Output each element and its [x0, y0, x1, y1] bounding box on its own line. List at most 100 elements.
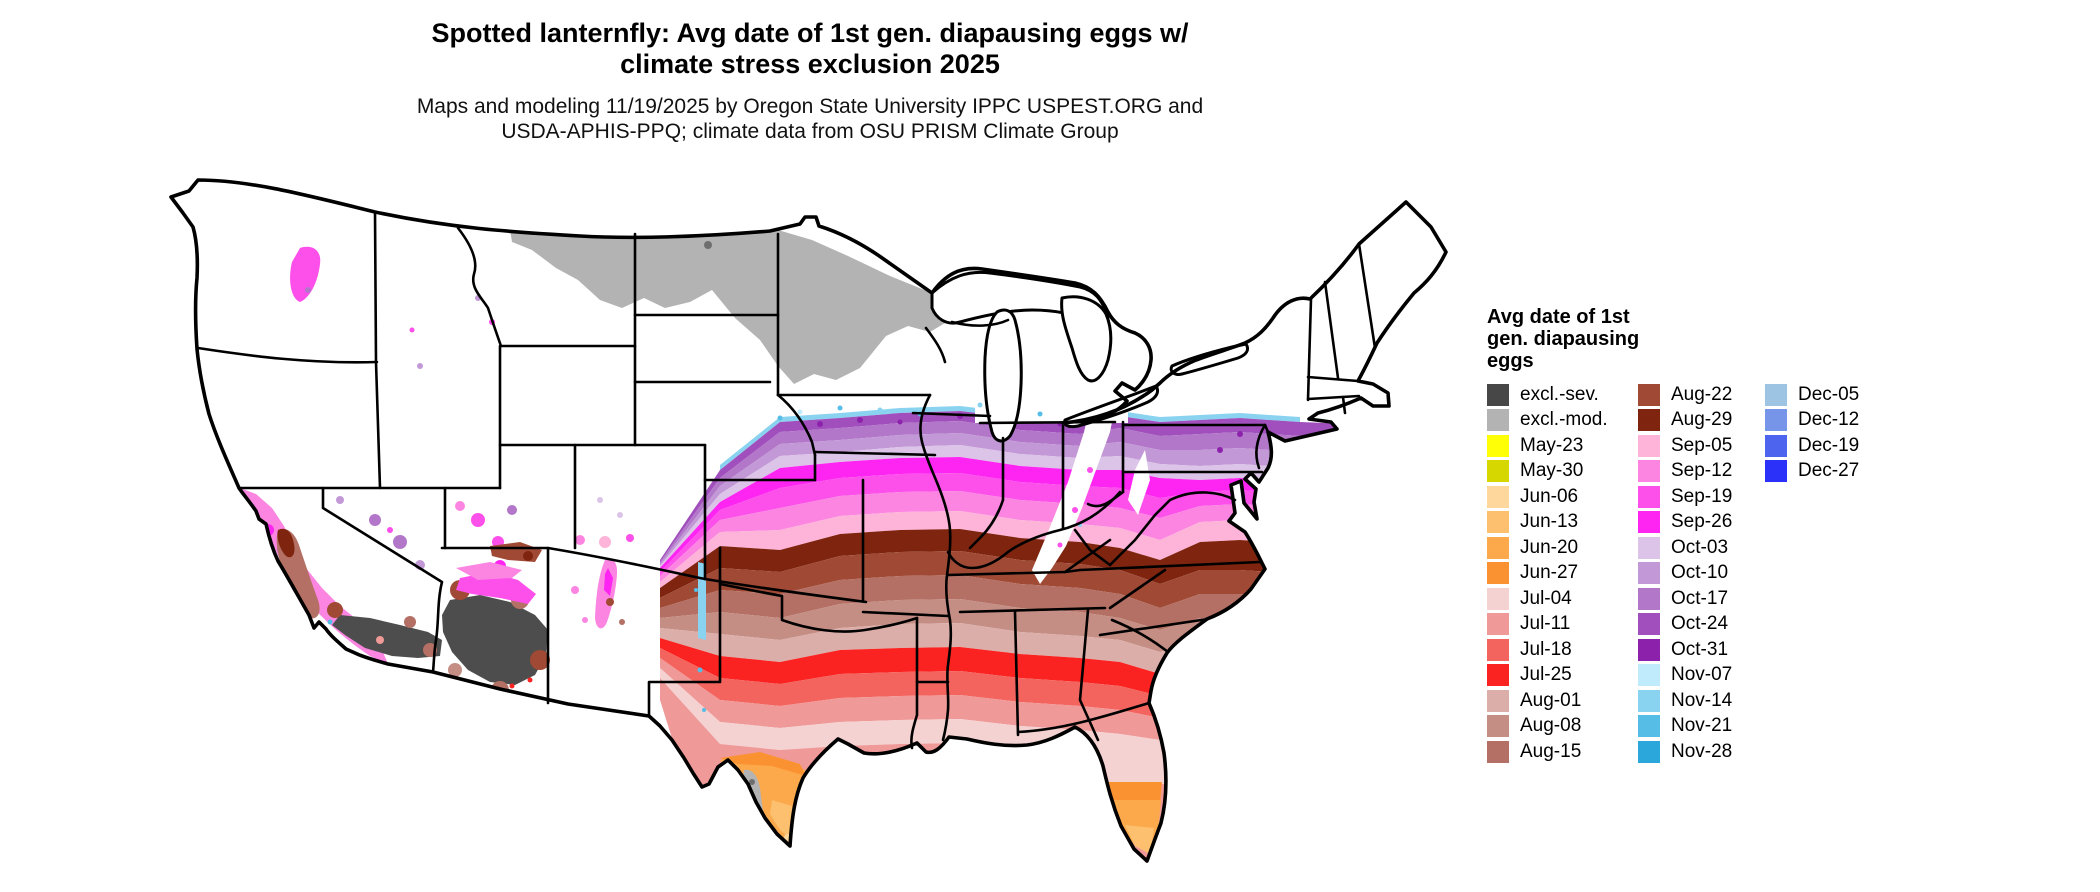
legend-label: Aug-22	[1671, 383, 1733, 405]
legend-swatch	[1487, 638, 1509, 661]
fl-jun13	[1125, 825, 1154, 854]
legend-entry: Oct-10	[1638, 561, 1765, 587]
legend-swatch	[1487, 511, 1509, 534]
map-legend: Avg date of 1st gen. diapausing eggs exc…	[1487, 306, 1957, 765]
legend-entry: Oct-17	[1638, 586, 1765, 612]
legend-entry: Aug-29	[1638, 408, 1765, 434]
legend-swatch	[1638, 460, 1660, 483]
legend-label: Nov-07	[1671, 664, 1733, 686]
excl-mod-wisconsin	[886, 300, 928, 318]
legend-swatch	[1487, 740, 1509, 763]
legend-entry: Jul-11	[1487, 612, 1638, 638]
legend-label: Nov-14	[1671, 689, 1733, 711]
legend-entry: Dec-27	[1765, 459, 1859, 485]
legend-swatch	[1487, 587, 1509, 610]
legend-entry: Dec-05	[1765, 382, 1859, 408]
legend-entry: Jun-06	[1487, 484, 1638, 510]
legend-column-1: excl.-sev. excl.-mod. May-23 May-30 Jun-06 Ju…	[1487, 382, 1638, 765]
legend-swatch	[1487, 689, 1509, 712]
us-map	[169, 178, 1448, 863]
legend-swatch	[1765, 434, 1787, 457]
lake-erie	[1063, 384, 1160, 429]
legend-entry: Dec-19	[1765, 433, 1859, 459]
legend-label: Jul-18	[1520, 638, 1572, 660]
legend-entry: Oct-31	[1638, 637, 1765, 663]
legend-label: Jun-06	[1520, 485, 1579, 507]
legend-label: Sep-26	[1671, 511, 1733, 533]
legend-swatch	[1487, 409, 1509, 432]
legend-label: Oct-17	[1671, 587, 1729, 609]
legend-entry: Aug-15	[1487, 739, 1638, 765]
legend-swatch	[1487, 613, 1509, 636]
us-outline	[169, 178, 1448, 863]
legend-label: excl.-mod.	[1520, 409, 1608, 431]
legend-label: Dec-12	[1798, 409, 1860, 431]
legend-label: Aug-29	[1671, 409, 1733, 431]
legend-label: Jul-11	[1520, 613, 1571, 635]
legend-swatch	[1765, 460, 1787, 483]
us-map-container	[160, 170, 1450, 892]
legend-entry: Aug-22	[1638, 382, 1765, 408]
legend-label: Jul-25	[1520, 664, 1572, 686]
legend-swatch	[1638, 383, 1660, 406]
shenandoah-gap	[1128, 450, 1150, 515]
legend-label: Sep-05	[1671, 434, 1733, 456]
lake-michigan	[983, 308, 1023, 443]
legend-swatch	[1638, 638, 1660, 661]
legend-entry: Aug-08	[1487, 714, 1638, 740]
legend-entry: Oct-24	[1638, 612, 1765, 638]
legend-entry: Nov-14	[1638, 688, 1765, 714]
legend-swatch	[1487, 434, 1509, 457]
legend-swatch	[1638, 409, 1660, 432]
legend-columns: excl.-sev. excl.-mod. May-23 May-30 Jun-06 Ju…	[1487, 382, 1957, 765]
legend-label: Sep-12	[1671, 460, 1733, 482]
legend-label: May-23	[1520, 434, 1584, 456]
legend-swatch	[1638, 511, 1660, 534]
legend-entry: Sep-26	[1638, 510, 1765, 536]
legend-entry: Jun-20	[1487, 535, 1638, 561]
legend-entry: May-30	[1487, 459, 1638, 485]
legend-column-2: Aug-22 Aug-29 Sep-05 Sep-12 Sep-19 Sep-26 Oct-…	[1638, 382, 1765, 765]
legend-swatch	[1487, 536, 1509, 559]
legend-entry: Nov-21	[1638, 714, 1765, 740]
legend-entry: Jul-18	[1487, 637, 1638, 663]
legend-entry: Jun-27	[1487, 561, 1638, 587]
legend-entry: Jul-04	[1487, 586, 1638, 612]
fl-jul04	[1088, 750, 1168, 784]
legend-entry: excl.-sev.	[1487, 382, 1638, 408]
legend-label: Aug-08	[1520, 715, 1582, 737]
excl-mod-north	[510, 228, 950, 384]
legend-swatch	[1487, 562, 1509, 585]
legend-entry: May-23	[1487, 433, 1638, 459]
legend-label: Jun-20	[1520, 536, 1579, 558]
legend-swatch	[1487, 715, 1509, 738]
legend-label: Oct-31	[1671, 638, 1729, 660]
legend-swatch	[1638, 562, 1660, 585]
legend-entry: Oct-03	[1638, 535, 1765, 561]
legend-label: Sep-19	[1671, 485, 1733, 507]
legend-label: Jun-13	[1520, 511, 1579, 533]
wa-cascades-patch	[290, 246, 321, 302]
legend-entry: Jul-25	[1487, 663, 1638, 689]
legend-swatch	[1638, 715, 1660, 738]
legend-label: Dec-05	[1798, 383, 1860, 405]
band-3	[660, 445, 1446, 568]
map-subtitle: Maps and modeling 11/19/2025 by Oregon S…	[416, 95, 1204, 143]
legend-label: Dec-27	[1798, 460, 1860, 482]
legend-entry: Nov-07	[1638, 663, 1765, 689]
legend-entry: Dec-12	[1765, 408, 1859, 434]
legend-swatch	[1765, 409, 1787, 432]
legend-swatch	[1638, 434, 1660, 457]
title-block: Spotted lanternfly: Avg date of 1st gen.…	[160, 18, 1460, 144]
legend-swatch	[1638, 664, 1660, 687]
legend-label: Aug-01	[1520, 689, 1582, 711]
legend-entry: Nov-28	[1638, 739, 1765, 765]
legend-label: Aug-15	[1520, 740, 1582, 762]
legend-label: Nov-28	[1671, 740, 1733, 762]
map-title: Spotted lanternfly: Avg date of 1st gen.…	[431, 18, 1189, 79]
legend-label: Oct-24	[1671, 613, 1729, 635]
legend-swatch	[1765, 383, 1787, 406]
lake-huron	[1060, 295, 1113, 383]
legend-entry: Sep-05	[1638, 433, 1765, 459]
legend-entry: Aug-01	[1487, 688, 1638, 714]
